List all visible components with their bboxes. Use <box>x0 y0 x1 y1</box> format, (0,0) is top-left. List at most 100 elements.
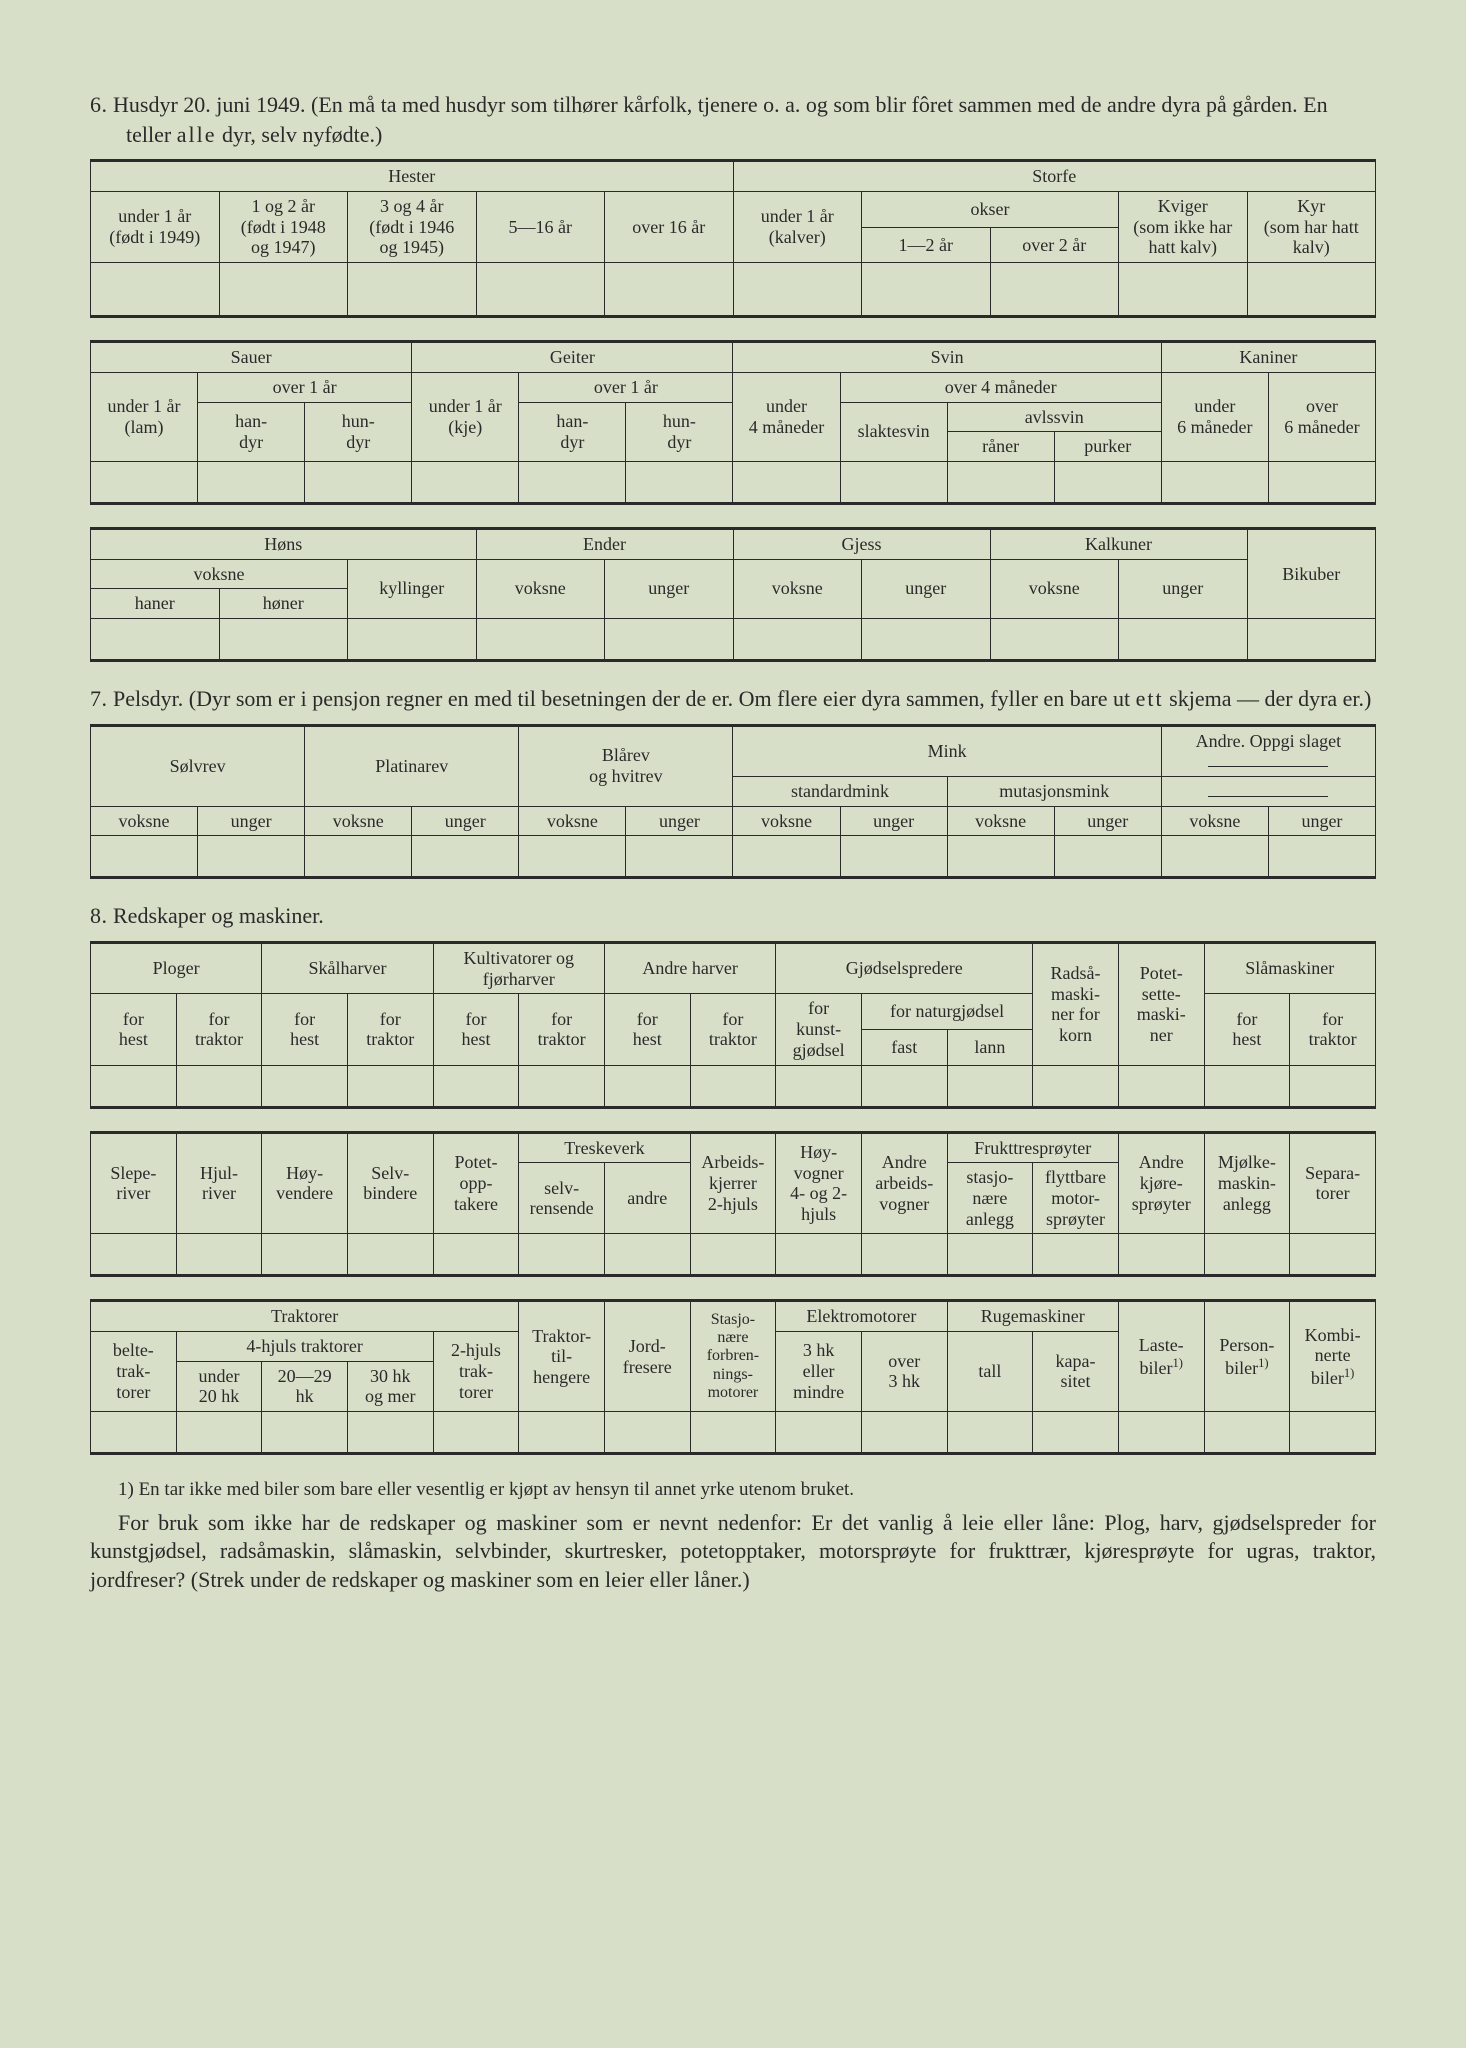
cell[interactable] <box>91 1065 177 1107</box>
cell[interactable] <box>776 1065 862 1107</box>
cell[interactable] <box>1247 618 1376 660</box>
cell[interactable] <box>1290 1065 1376 1107</box>
cell[interactable] <box>626 836 733 878</box>
cell[interactable] <box>176 1065 262 1107</box>
cell[interactable] <box>1054 461 1161 503</box>
cell[interactable] <box>519 461 626 503</box>
cell[interactable] <box>433 1412 519 1454</box>
section-7-title-b: skjema — der dyra er.) <box>1164 686 1372 711</box>
cell[interactable] <box>861 1412 947 1454</box>
cell[interactable] <box>733 836 840 878</box>
cell[interactable] <box>176 1412 262 1454</box>
cell[interactable] <box>198 836 305 878</box>
cell[interactable] <box>91 836 198 878</box>
cell[interactable] <box>947 1412 1033 1454</box>
cell[interactable] <box>433 1234 519 1276</box>
cell[interactable] <box>1161 461 1268 503</box>
blank-line[interactable] <box>1208 753 1328 767</box>
cell[interactable] <box>91 1412 177 1454</box>
cell[interactable] <box>412 836 519 878</box>
cell[interactable] <box>91 618 220 660</box>
cell[interactable] <box>862 263 991 317</box>
cell[interactable] <box>1268 836 1375 878</box>
cell[interactable] <box>348 618 477 660</box>
cell[interactable] <box>347 1234 433 1276</box>
hdr-hoyvogner: Høy- vogner 4- og 2- hjuls <box>776 1132 862 1234</box>
cell[interactable] <box>690 1065 776 1107</box>
cell[interactable] <box>840 836 947 878</box>
cell[interactable] <box>947 1234 1033 1276</box>
cell[interactable] <box>1247 263 1376 317</box>
cell[interactable] <box>1204 1234 1290 1276</box>
cell[interactable] <box>519 836 626 878</box>
cell[interactable] <box>776 1412 862 1454</box>
cell[interactable] <box>1290 1412 1376 1454</box>
cell[interactable] <box>262 1065 348 1107</box>
cell[interactable] <box>305 461 412 503</box>
cell[interactable] <box>1290 1234 1376 1276</box>
cell[interactable] <box>262 1234 348 1276</box>
cell[interactable] <box>626 461 733 503</box>
cell[interactable] <box>1033 1412 1119 1454</box>
cell[interactable] <box>947 836 1054 878</box>
cell[interactable] <box>947 461 1054 503</box>
cell[interactable] <box>1161 836 1268 878</box>
cell[interactable] <box>1204 1065 1290 1107</box>
cell[interactable] <box>1033 1065 1119 1107</box>
cell[interactable] <box>476 618 605 660</box>
cell[interactable] <box>947 1065 1033 1107</box>
cell[interactable] <box>91 1234 177 1276</box>
cell[interactable] <box>433 1065 519 1107</box>
section-8-heading: 8. Redskaper og maskiner. <box>90 901 1376 931</box>
cell[interactable] <box>347 1412 433 1454</box>
cell[interactable] <box>305 836 412 878</box>
hdr-solvrev: Sølvrev <box>91 725 305 806</box>
cell[interactable] <box>776 1234 862 1276</box>
hdr-treskeverk: Treskeverk <box>519 1132 690 1163</box>
cell[interactable] <box>990 618 1119 660</box>
cell[interactable] <box>861 1234 947 1276</box>
cell[interactable] <box>862 618 991 660</box>
cell[interactable] <box>1119 618 1248 660</box>
cell[interactable] <box>1118 1065 1204 1107</box>
cell[interactable] <box>198 461 305 503</box>
cell[interactable] <box>476 263 605 317</box>
cell[interactable] <box>1204 1412 1290 1454</box>
blank-line[interactable] <box>1208 783 1328 797</box>
cell[interactable] <box>840 461 947 503</box>
cell[interactable] <box>733 461 840 503</box>
cell[interactable] <box>348 263 477 317</box>
cell[interactable] <box>604 1412 690 1454</box>
cell[interactable] <box>733 618 862 660</box>
cell[interactable] <box>990 263 1119 317</box>
cell[interactable] <box>690 1234 776 1276</box>
cell[interactable] <box>347 1065 433 1107</box>
cell[interactable] <box>219 618 348 660</box>
cell[interactable] <box>1033 1234 1119 1276</box>
cell[interactable] <box>1118 1412 1204 1454</box>
cell[interactable] <box>861 1065 947 1107</box>
cell[interactable] <box>262 1412 348 1454</box>
hdr-kalk-voksne: voksne <box>990 559 1119 618</box>
hdr-okser-o2: over 2 år <box>990 227 1119 263</box>
cell[interactable] <box>1268 461 1375 503</box>
cell[interactable] <box>605 263 734 317</box>
cell[interactable] <box>1054 836 1161 878</box>
cell[interactable] <box>1118 1234 1204 1276</box>
cell[interactable] <box>412 461 519 503</box>
hdr-voksne: voksne <box>91 806 198 836</box>
cell[interactable] <box>605 618 734 660</box>
section-7-title-a: Pelsdyr. (Dyr som er i pensjon regner en… <box>113 686 1136 711</box>
cell[interactable] <box>519 1065 605 1107</box>
cell[interactable] <box>519 1412 605 1454</box>
cell[interactable] <box>604 1065 690 1107</box>
cell[interactable] <box>219 263 348 317</box>
cell[interactable] <box>91 461 198 503</box>
cell[interactable] <box>690 1412 776 1454</box>
cell[interactable] <box>176 1234 262 1276</box>
cell[interactable] <box>91 263 220 317</box>
cell[interactable] <box>519 1234 605 1276</box>
cell[interactable] <box>733 263 862 317</box>
cell[interactable] <box>604 1234 690 1276</box>
cell[interactable] <box>1119 263 1248 317</box>
